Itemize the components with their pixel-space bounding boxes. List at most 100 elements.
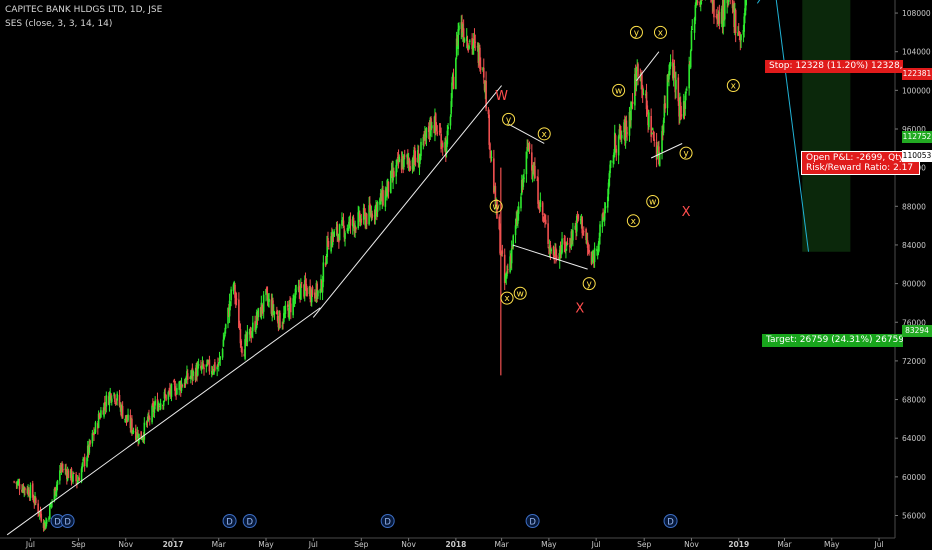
pnl-line: Open P&L: -2699, Qty: 0 [806,153,916,163]
candle-body [641,72,643,90]
candle-body [70,468,73,482]
candle-body [159,403,162,410]
x-tick-label: Sep [354,540,368,549]
candle-body [183,382,186,388]
candle-body [115,401,118,403]
candle-body [255,312,258,328]
candle-body [472,38,475,48]
stop-label[interactable]: Stop: 12328 (11.20%) 12328, Amount [765,60,903,73]
dividend-marker-label: D [529,518,536,528]
x-tick-label: May [258,540,274,549]
candle-body [494,186,497,206]
candle-body [45,519,48,524]
candle-body [666,74,669,109]
x-tick-label: Jul [308,540,318,549]
candle-body [466,40,469,46]
candle-body [731,0,734,9]
candle-body [598,238,601,244]
candle-body [526,146,528,151]
candle-body [222,339,225,347]
y-tick-label: 84000 [902,241,926,250]
candle-body [581,217,583,234]
candle-body [327,248,330,250]
candle-body [387,181,390,192]
candle-body [374,206,377,220]
candle-body [431,125,433,129]
x-tick-label: Mar [212,540,227,549]
candle-body [630,102,632,121]
candle-body [162,400,165,406]
candle-body [293,299,296,302]
wave-label-circle [513,286,527,300]
candle-body [407,155,409,160]
candle-body [525,151,528,175]
candle-body [49,504,52,507]
candle-body [108,393,111,406]
candle-body [474,41,477,43]
candle-body [602,212,604,220]
trend-line [636,51,660,81]
wave-label-circle [502,112,516,126]
candle-body [615,148,618,153]
candle-body [276,311,278,315]
candle-body [241,347,243,354]
candle-body [148,414,150,417]
candle-body [626,132,628,134]
candle-body [268,298,270,302]
candle-body [114,394,116,402]
candle-body [363,209,366,213]
candle-body [50,503,53,505]
candle-body [588,249,590,253]
candle-body [300,282,303,284]
candle-body [254,321,256,331]
target-label[interactable]: Target: 26759 (24.31%) 26759, Amount [762,334,903,347]
candle-body [273,312,276,314]
candle-body [635,70,638,87]
candle-body [238,299,240,328]
indicator-legend[interactable]: SES (close, 3, 3, 14, 14) [5,19,113,29]
candle-body [265,288,267,295]
candle-body [239,328,242,344]
pnl-label[interactable]: Open P&L: -2699, Qty: 0 Risk/Reward Rati… [801,151,921,175]
candle-body [203,367,205,370]
candle-body [534,165,536,179]
candle-body [234,284,236,298]
candle-body [441,142,444,148]
x-tick-label: May [824,540,840,549]
candle-body [467,48,470,51]
candle-body [192,370,194,376]
y-tick-label: 88000 [902,202,926,211]
candle-body [40,513,43,522]
candle-body [233,281,236,284]
candle-body [224,331,226,337]
candle-body [250,336,253,338]
trend-line [650,143,683,159]
candle-body [544,219,547,225]
candle-body [86,457,88,467]
candle-body [553,255,556,258]
candle-body [83,457,86,466]
candle-body [691,29,694,31]
candle-body [93,431,95,436]
candle-body [358,210,360,212]
candle-body [55,490,57,497]
candle-body [348,221,350,230]
candle-body [596,248,598,252]
candle-body [696,1,699,3]
candle-body [229,302,232,304]
candle-body [379,198,381,205]
dividend-marker [60,514,75,528]
candle-body [694,5,697,21]
candle-body [646,105,649,111]
wave-label: y [506,115,512,125]
candle-body [165,394,167,401]
candle-body [100,410,102,418]
candle-body [347,229,349,231]
candle-body [507,269,509,271]
candle-body [506,271,508,277]
wave-label-circle [489,199,503,213]
candle-body [450,101,453,114]
candle-body [178,381,180,390]
candle-body [680,114,683,117]
